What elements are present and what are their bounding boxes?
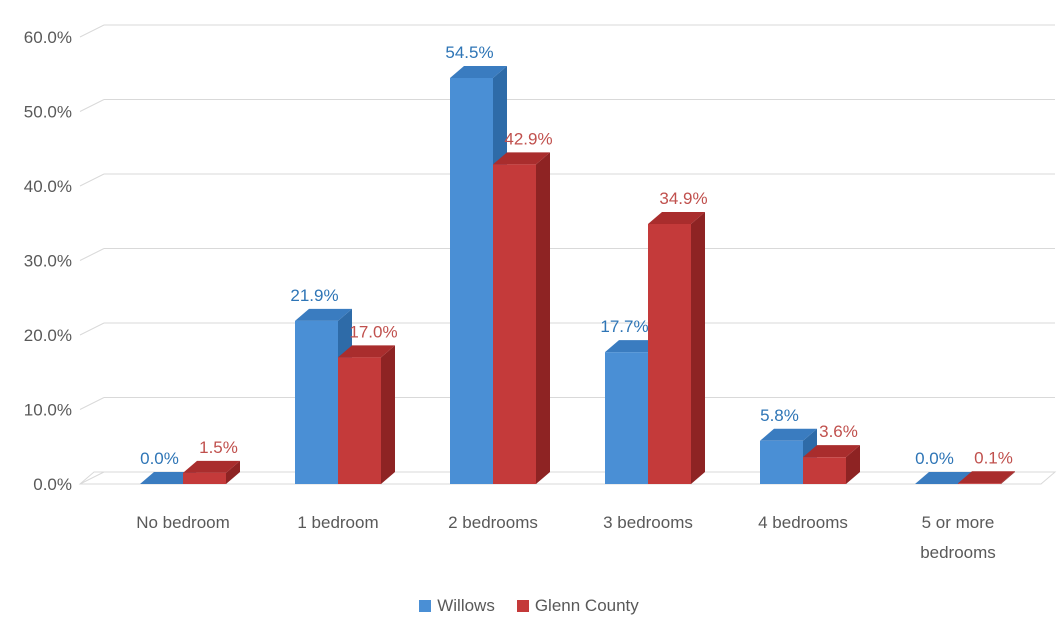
bar-side-glenn-county [536, 152, 550, 484]
bar-top-willows [295, 308, 352, 321]
chart-legend: Willows Glenn County [0, 596, 1058, 616]
gridline-diagonal [79, 24, 105, 38]
gridline-diagonal [79, 471, 105, 485]
legend-swatch-glenn-county [516, 600, 529, 612]
gridline-diagonal [79, 173, 105, 187]
gridline-diagonal [79, 397, 105, 410]
y-tick-label: 20.0% [24, 326, 72, 345]
bar-glenn-county [648, 223, 691, 484]
bar-top-willows [760, 428, 817, 441]
data-label: 54.5% [445, 43, 493, 62]
bar-side-glenn-county [226, 460, 240, 484]
bar-top-glenn-county [648, 211, 705, 224]
category-label: 2 bedrooms [448, 513, 538, 532]
y-tick-label: 50.0% [24, 103, 72, 122]
bar-top-willows [140, 472, 197, 484]
bar-top-glenn-county [183, 460, 240, 473]
data-label: 21.9% [290, 286, 338, 305]
legend-item-willows: Willows [419, 596, 495, 616]
bar-willows [450, 77, 493, 484]
bar-side-glenn-county [381, 345, 395, 484]
category-label: 4 bedrooms [758, 513, 848, 532]
bar-side-glenn-county [846, 445, 860, 484]
category-label: bedrooms [920, 543, 996, 562]
data-label: 0.0% [140, 449, 179, 468]
bar-glenn-county [493, 164, 536, 484]
data-label: 34.9% [659, 189, 707, 208]
bar-top-glenn-county [803, 445, 860, 458]
bar-top-willows [915, 472, 972, 484]
data-label: 0.0% [915, 449, 954, 468]
bar-glenn-county [183, 472, 226, 484]
category-label: 1 bedroom [297, 513, 378, 532]
legend-label-willows: Willows [437, 596, 495, 615]
data-label: 0.1% [974, 448, 1013, 467]
y-tick-label: 60.0% [24, 28, 72, 47]
y-tick-label: 10.0% [24, 401, 72, 420]
y-tick-label: 0.0% [33, 475, 72, 494]
bar-top-willows [605, 340, 662, 353]
data-label: 5.8% [760, 406, 799, 425]
bar-side-glenn-county [691, 211, 705, 484]
bar-glenn-county [338, 357, 381, 484]
gridline-diagonal [79, 248, 105, 261]
bar-top-willows [450, 65, 507, 78]
bar-top-glenn-county [493, 152, 550, 165]
bar-glenn-county [803, 457, 846, 484]
bar-top-glenn-county [338, 345, 395, 358]
data-label: 17.7% [600, 317, 648, 336]
bar-willows [605, 352, 648, 484]
legend-item-glenn-county: Glenn County [516, 596, 639, 616]
legend-label-glenn-county: Glenn County [534, 596, 639, 615]
bar-top-glenn-county [958, 471, 1015, 484]
data-label: 1.5% [199, 438, 238, 457]
bar-side-glenn-county [1001, 471, 1015, 484]
category-label: 5 or more [922, 513, 995, 532]
category-label: 3 bedrooms [603, 513, 693, 532]
y-tick-label: 30.0% [24, 252, 72, 271]
data-label: 17.0% [349, 322, 397, 341]
bar-willows [295, 320, 338, 484]
data-label: 3.6% [819, 422, 858, 441]
y-tick-label: 40.0% [24, 177, 72, 196]
bar-glenn-county [958, 483, 1001, 484]
legend-swatch-willows [419, 600, 432, 612]
data-label: 42.9% [504, 129, 552, 148]
category-label: No bedroom [136, 513, 230, 532]
bar-willows [760, 440, 803, 484]
gridline-diagonal [79, 99, 105, 112]
gridline-diagonal [79, 322, 105, 336]
